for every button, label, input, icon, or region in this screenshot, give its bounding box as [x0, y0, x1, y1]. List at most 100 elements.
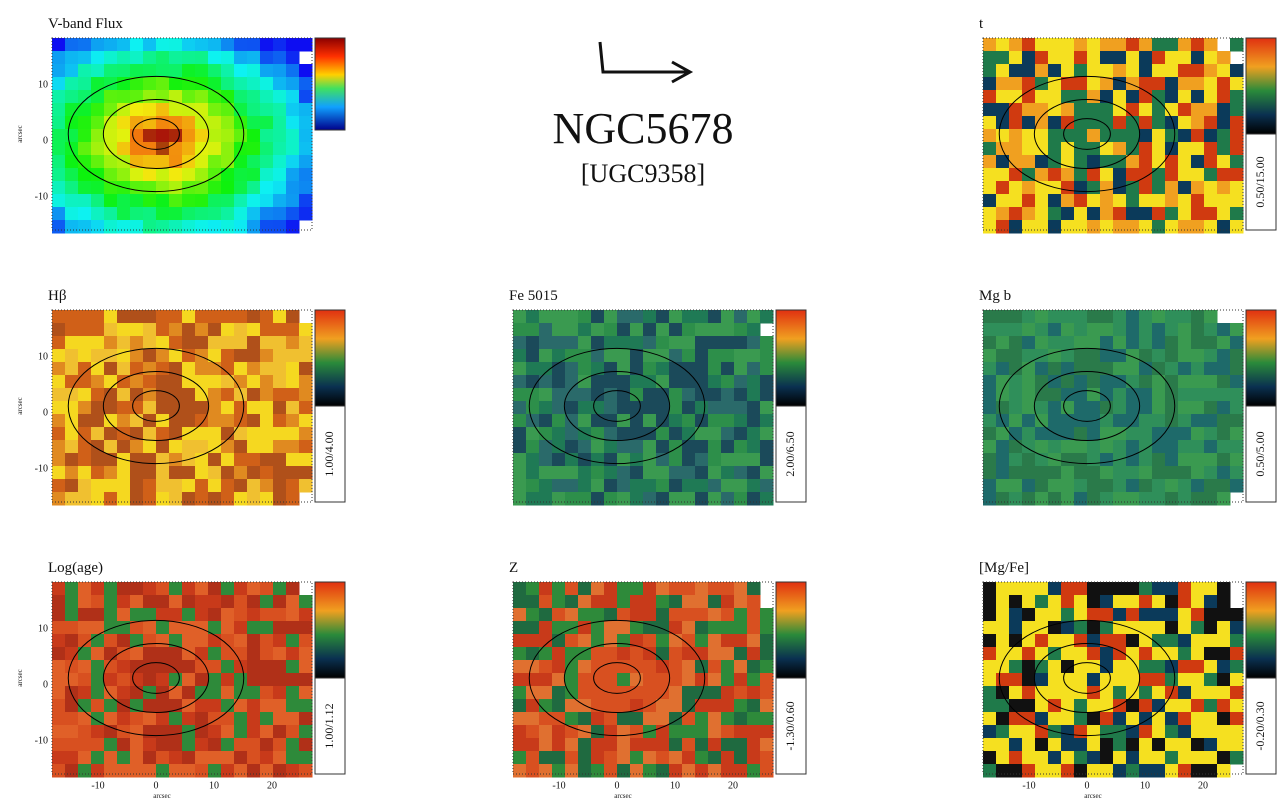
- map-cell: [247, 207, 261, 221]
- map-cell: [708, 764, 722, 778]
- map-cell: [1022, 401, 1036, 415]
- map-cell: [169, 336, 183, 350]
- map-cell: [1139, 142, 1153, 156]
- map-cell: [169, 207, 183, 221]
- map-cell: [1061, 64, 1075, 78]
- map-cell: [721, 401, 735, 415]
- map-cell: [747, 738, 761, 752]
- map-cell: [260, 440, 274, 454]
- x-tick-label: 0: [1085, 780, 1090, 791]
- map-cell: [286, 453, 300, 467]
- map-cell: [734, 336, 748, 350]
- map-cell: [195, 336, 209, 350]
- map-cell: [156, 453, 170, 467]
- map-cell: [760, 660, 774, 674]
- map-cell: [1061, 582, 1075, 596]
- map-cell: [182, 673, 196, 687]
- map-cell: [91, 310, 105, 324]
- map-cell: [578, 634, 592, 648]
- map-cell: [996, 686, 1010, 700]
- map-cell: [91, 323, 105, 337]
- map-cell: [1061, 349, 1075, 363]
- map-cell: [104, 168, 118, 182]
- map-cell: [630, 686, 644, 700]
- map-cell: [1009, 194, 1023, 208]
- map-cell: [643, 764, 657, 778]
- map-cell: [247, 764, 261, 778]
- map-cell: [299, 634, 313, 648]
- map-cell: [1191, 77, 1205, 91]
- map-cell: [247, 38, 261, 52]
- map-cell: [996, 427, 1010, 441]
- map-cell: [1152, 621, 1166, 635]
- map-cell: [591, 492, 605, 506]
- map-cell: [182, 582, 196, 596]
- map-cell: [1009, 440, 1023, 454]
- map-cell: [513, 401, 527, 415]
- map-cell: [734, 634, 748, 648]
- colorbar: [1245, 37, 1277, 135]
- map-cell: [299, 336, 313, 350]
- map-cell: [78, 90, 92, 104]
- map-cell: [91, 142, 105, 156]
- map-cell: [983, 414, 997, 428]
- map-cell: [1139, 349, 1153, 363]
- map-cell: [91, 582, 105, 596]
- map-cell: [1165, 64, 1179, 78]
- map-cell: [643, 427, 657, 441]
- map-cell: [273, 673, 287, 687]
- map-cell: [682, 466, 696, 480]
- map-cell: [208, 38, 222, 52]
- map-cell: [65, 738, 79, 752]
- map-cell: [169, 77, 183, 91]
- map-cell: [1061, 90, 1075, 104]
- map-cell: [117, 712, 131, 726]
- map-cell: [747, 310, 761, 324]
- map-cell: [1217, 207, 1231, 221]
- map-cell: [169, 310, 183, 324]
- map-cell: [286, 764, 300, 778]
- map-cell: [143, 388, 157, 402]
- map-cell: [52, 725, 66, 739]
- map-cell: [1191, 129, 1205, 143]
- map-cell: [578, 362, 592, 376]
- map-cell: [1035, 220, 1049, 234]
- map-cell: [52, 323, 66, 337]
- map-cell: [1191, 647, 1205, 661]
- map-cell: [617, 362, 631, 376]
- map-cell: [117, 673, 131, 687]
- map-cell: [669, 362, 683, 376]
- map-cell: [143, 194, 157, 208]
- map-cell: [130, 388, 144, 402]
- map-cell: [1191, 194, 1205, 208]
- map-cell: [1100, 686, 1114, 700]
- map-cell: [156, 349, 170, 363]
- map-cell: [156, 647, 170, 661]
- map-cell: [169, 129, 183, 143]
- map-cell: [747, 647, 761, 661]
- map-cell: [273, 362, 287, 376]
- map-cell: [591, 414, 605, 428]
- map-cell: [682, 647, 696, 661]
- map-cell: [1139, 479, 1153, 493]
- map-cell: [65, 116, 79, 130]
- map-cell: [1074, 38, 1088, 52]
- map-cell: [1139, 738, 1153, 752]
- map-cell: [1035, 647, 1049, 661]
- map-cell: [208, 492, 222, 506]
- map-cell: [182, 621, 196, 635]
- map-cell: [299, 103, 313, 117]
- map-cell: [78, 194, 92, 208]
- map-cell: [604, 764, 618, 778]
- map-cell: [234, 362, 248, 376]
- map-cell: [1074, 90, 1088, 104]
- map-cell: [286, 168, 300, 182]
- map-cell: [1009, 362, 1023, 376]
- map-cell: [1191, 699, 1205, 713]
- map-cell: [1035, 466, 1049, 480]
- map-cell: [195, 64, 209, 78]
- map-cell: [143, 181, 157, 195]
- map-cell: [247, 440, 261, 454]
- map-cell: [656, 440, 670, 454]
- map-cell: [656, 323, 670, 337]
